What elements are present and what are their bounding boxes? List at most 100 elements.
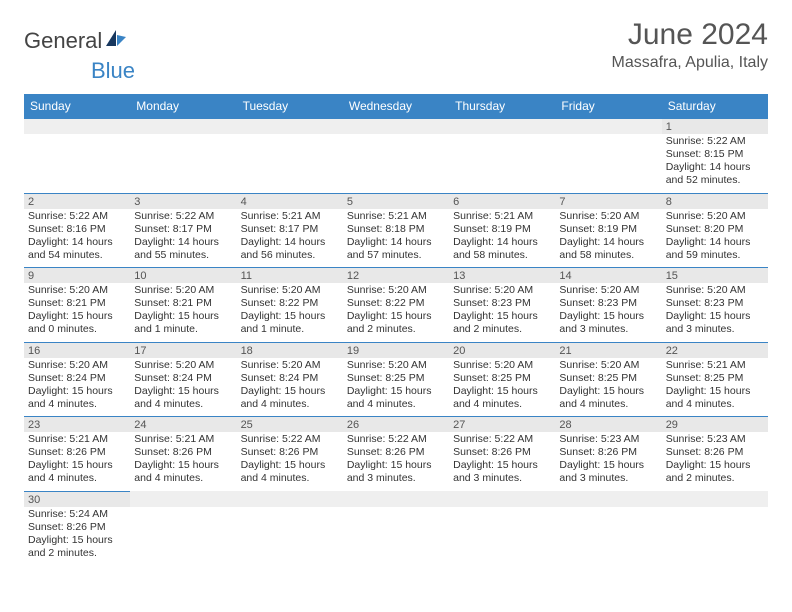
daylight: Daylight: 15 hours and 2 minutes. — [666, 459, 764, 485]
day-header: Friday — [555, 94, 661, 119]
daylight: Daylight: 15 hours and 2 minutes. — [453, 310, 551, 336]
day-cell: Sunrise: 5:20 AMSunset: 8:21 PMDaylight:… — [24, 283, 130, 342]
sunset: Sunset: 8:25 PM — [666, 372, 764, 385]
day-cell: Sunrise: 5:20 AMSunset: 8:25 PMDaylight:… — [449, 358, 555, 417]
detail-row: Sunrise: 5:22 AMSunset: 8:15 PMDaylight:… — [24, 134, 768, 193]
day-number: 26 — [343, 417, 449, 433]
daylight: Daylight: 14 hours and 57 minutes. — [347, 236, 445, 262]
day-number: 6 — [449, 193, 555, 209]
daylight: Daylight: 15 hours and 4 minutes. — [241, 459, 339, 485]
day-cell: Sunrise: 5:22 AMSunset: 8:26 PMDaylight:… — [343, 432, 449, 491]
day-cell: Sunrise: 5:20 AMSunset: 8:25 PMDaylight:… — [555, 358, 661, 417]
daylight: Daylight: 14 hours and 52 minutes. — [666, 161, 764, 187]
daynum-row: 9101112131415 — [24, 268, 768, 284]
sunrise: Sunrise: 5:21 AM — [28, 433, 126, 446]
logo: General — [24, 28, 130, 54]
sunrise: Sunrise: 5:21 AM — [666, 359, 764, 372]
day-number: 22 — [662, 342, 768, 358]
sunrise: Sunrise: 5:20 AM — [241, 359, 339, 372]
sunrise: Sunrise: 5:22 AM — [666, 135, 764, 148]
daylight: Daylight: 15 hours and 1 minute. — [241, 310, 339, 336]
daylight: Daylight: 15 hours and 2 minutes. — [28, 534, 126, 560]
daylight: Daylight: 15 hours and 3 minutes. — [666, 310, 764, 336]
daylight: Daylight: 15 hours and 3 minutes. — [559, 459, 657, 485]
daylight: Daylight: 15 hours and 4 minutes. — [134, 459, 232, 485]
sunrise: Sunrise: 5:20 AM — [134, 359, 232, 372]
day-cell: Sunrise: 5:22 AMSunset: 8:17 PMDaylight:… — [130, 209, 236, 268]
sunset: Sunset: 8:26 PM — [347, 446, 445, 459]
detail-row: Sunrise: 5:20 AM Sunset: 8:21 PM Daylight:… — [24, 283, 768, 342]
sunrise: Sunrise: 5:20 AM — [559, 210, 657, 223]
sunset: Sunset: 8:15 PM — [666, 148, 764, 161]
daylight: Daylight: 15 hours and 2 minutes. — [347, 310, 445, 336]
daylight: Daylight: 15 hours and 4 minutes. — [559, 385, 657, 411]
day-number: 16 — [24, 342, 130, 358]
daylight: Daylight: 15 hours and 4 minutes. — [134, 385, 232, 411]
sunset: Sunset: 8:26 PM — [134, 446, 232, 459]
day-number: 8 — [662, 193, 768, 209]
day-number: 2 — [24, 193, 130, 209]
day-cell: Sunrise: 5:20 AMSunset: 8:22 PMDaylight:… — [343, 283, 449, 342]
daynum-row: 2345678 — [24, 193, 768, 209]
sunrise: Sunrise: 5:20 AM — [559, 284, 657, 297]
sunset: Sunset: 8:25 PM — [559, 372, 657, 385]
daylight: Daylight: 14 hours and 55 minutes. — [134, 236, 232, 262]
day-cell: Sunrise: 5:21 AMSunset: 8:17 PMDaylight:… — [237, 209, 343, 268]
sunset: Sunset: 8:23 PM — [453, 297, 551, 310]
day-header: Tuesday — [237, 94, 343, 119]
day-number: 5 — [343, 193, 449, 209]
day-number: 14 — [555, 268, 661, 284]
sunset: Sunset: 8:21 PM — [134, 297, 232, 310]
day-cell: Sunrise: 5:22 AMSunset: 8:26 PMDaylight:… — [237, 432, 343, 491]
blank-cell — [555, 134, 661, 193]
day-number: 7 — [555, 193, 661, 209]
blank-cell — [130, 134, 236, 193]
sunset: Sunset: 8:23 PM — [559, 297, 657, 310]
sunrise: Sunrise: 5:20 AM — [347, 359, 445, 372]
blank-cell — [343, 507, 449, 566]
sunrise: Sunrise: 5:24 AM — [28, 508, 126, 521]
day-cell: Sunrise: 5:22 AMSunset: 8:16 PMDaylight:… — [24, 209, 130, 268]
sunset: Sunset: 8:19 PM — [559, 223, 657, 236]
blank-cell — [449, 119, 555, 135]
blank-cell — [237, 491, 343, 507]
sunrise: Sunrise: 5:20 AM — [453, 359, 551, 372]
logo-text-1: General — [24, 28, 102, 54]
day-number: 11 — [237, 268, 343, 284]
day-number: 28 — [555, 417, 661, 433]
daylight: Daylight: 15 hours and 3 minutes. — [347, 459, 445, 485]
day-cell: Sunrise: 5:20 AMSunset: 8:20 PMDaylight:… — [662, 209, 768, 268]
day-number: 9 — [24, 268, 130, 284]
blank-cell — [343, 491, 449, 507]
sunset: Sunset: 8:17 PM — [241, 223, 339, 236]
daylight: Daylight: 15 hours and 4 minutes. — [347, 385, 445, 411]
day-number: 4 — [237, 193, 343, 209]
detail-row: Sunrise: 5:21 AMSunset: 8:26 PMDaylight:… — [24, 432, 768, 491]
day-header: Monday — [130, 94, 236, 119]
daylight: Daylight: 14 hours and 54 minutes. — [28, 236, 126, 262]
blank-cell — [130, 491, 236, 507]
sunset: Sunset: 8:22 PM — [347, 297, 445, 310]
day-header: Thursday — [449, 94, 555, 119]
blank-cell — [662, 507, 768, 566]
blank-cell — [449, 491, 555, 507]
day-number: 12 — [343, 268, 449, 284]
daylight: Daylight: 14 hours and 56 minutes. — [241, 236, 339, 262]
daylight: Daylight: 14 hours and 59 minutes. — [666, 236, 764, 262]
day-cell: Sunrise: 5:20 AMSunset: 8:22 PMDaylight:… — [237, 283, 343, 342]
sunset: Sunset: 8:26 PM — [666, 446, 764, 459]
day-header: Saturday — [662, 94, 768, 119]
blank-cell — [449, 134, 555, 193]
day-cell: Sunrise: 5:20 AMSunset: 8:19 PMDaylight:… — [555, 209, 661, 268]
blank-cell — [24, 119, 130, 135]
blank-cell — [343, 119, 449, 135]
sunset: Sunset: 8:16 PM — [28, 223, 126, 236]
blank-cell — [130, 507, 236, 566]
day-number: 25 — [237, 417, 343, 433]
detail-row: Sunrise: 5:24 AMSunset: 8:26 PMDaylight:… — [24, 507, 768, 566]
title-block: June 2024 Massafra, Apulia, Italy — [611, 18, 768, 72]
day-cell: Sunrise: 5:20 AMSunset: 8:24 PMDaylight:… — [237, 358, 343, 417]
sunrise: Sunrise: 5:20 AM — [666, 284, 764, 297]
daylight: Daylight: 14 hours and 58 minutes. — [453, 236, 551, 262]
daylight: Daylight: 14 hours and 58 minutes. — [559, 236, 657, 262]
